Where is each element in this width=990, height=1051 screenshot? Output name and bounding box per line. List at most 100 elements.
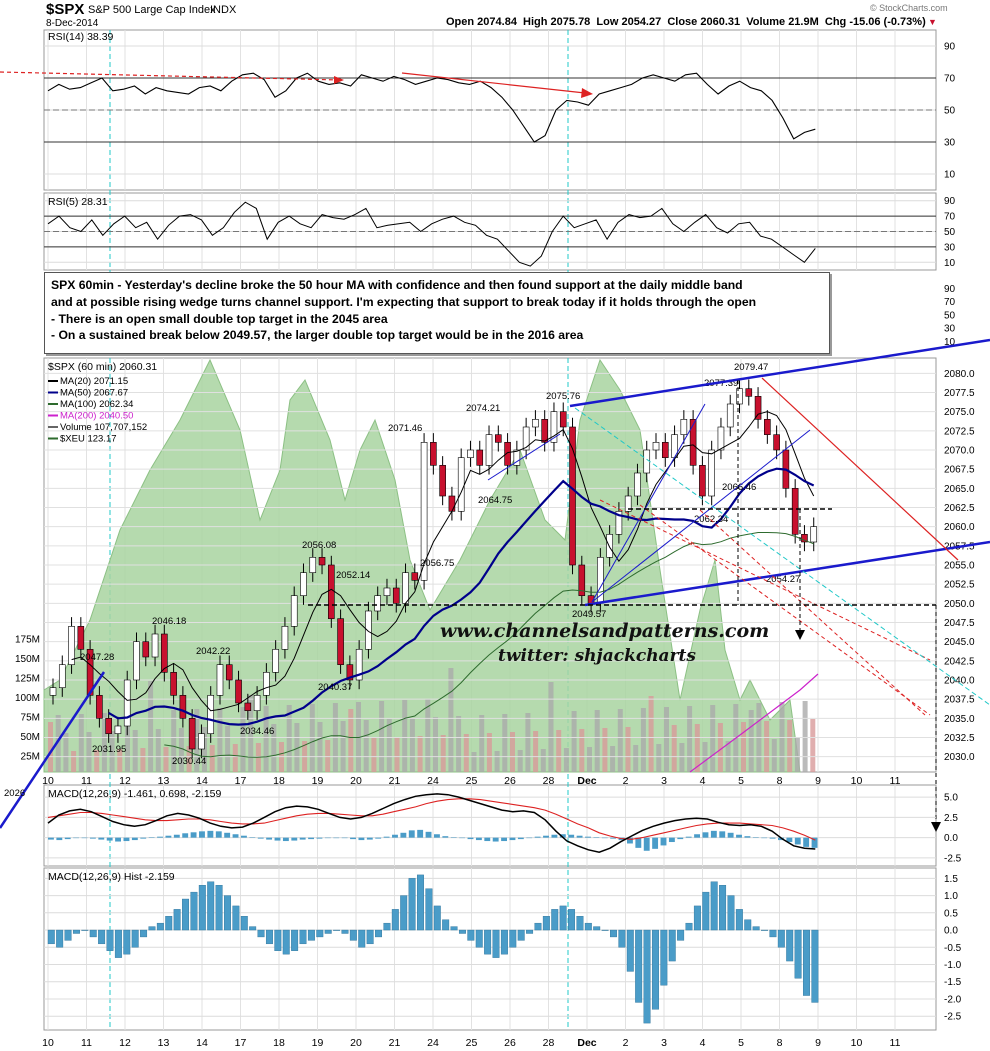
rsi-overlay-tick-label: 70 [944,297,956,308]
macd-hist-bar [106,837,113,841]
ohlc-readout: Open 2074.84 High 2075.78 Low 2054.27 Cl… [446,16,926,28]
candle-body [328,564,335,619]
macd-hist-bar [652,837,659,849]
candle-body [290,595,298,627]
x-tick-label: 25 [466,775,478,787]
macd-hist-bar [115,837,122,842]
candle-body [634,472,641,497]
price-annotation: 2074.21 [466,403,500,414]
rsi-overlay-tick-label: 50 [944,310,956,321]
hist-bar [794,929,802,979]
macd-hist-bar [484,837,491,842]
volume-bar [402,700,408,772]
volume-bar [117,749,123,772]
volume-bar [171,710,177,772]
macd-hist-bar [316,837,323,839]
price-annotation: 2064.75 [478,495,512,506]
candle-body [253,695,261,711]
hist-bar [64,929,72,941]
x-tick-label: 11 [890,1037,901,1049]
x-tick-label: Dec [577,1037,596,1049]
hist-bar [710,881,718,931]
x-tick-label: 3 [661,1037,667,1049]
price-tick-label: 2065.0 [944,484,975,495]
volume-bar [764,721,770,772]
volume-tick-label: 125M [15,674,40,685]
hist-bar [576,916,584,931]
hist-bar [282,929,290,955]
x-tick-label: 10 [851,1037,863,1049]
macd-tick-label: 5.0 [944,793,958,804]
candle-body [151,633,159,658]
volume-bar [517,750,523,772]
price-tick-label: 2042.5 [944,656,975,667]
volume-bar [717,723,723,772]
volume-bar [271,724,277,772]
volume-bar [425,699,431,772]
analysis-line-3: - There is an open small double top targ… [51,311,388,326]
x-tick-label: 9 [815,1037,821,1049]
rsi14-tick-label: 50 [944,106,956,117]
hist-bar [383,922,391,931]
macd-hist-bar [778,837,784,841]
candle-body [188,718,196,750]
price-annotation: 2075.76 [546,391,580,402]
hist-bar [693,905,701,931]
candle-body [86,649,94,696]
candle-body [346,664,354,681]
volume-bar [671,725,677,772]
price-tick-label: 2055.0 [944,561,975,572]
analysis-line-1: SPX 60min - Yesterday's decline broke th… [51,278,743,292]
candle-body [717,426,725,451]
hist-bar [559,905,567,931]
x-tick-label: 14 [196,1037,208,1049]
symbol: $SPX [46,1,85,18]
hist-bar [114,929,122,958]
candle-body [736,388,743,405]
volume-bar [155,729,161,772]
stockcharts-credit: © StockCharts.com [870,3,948,13]
volume-bar [448,668,454,772]
volume-bar [48,722,53,772]
wedge-line [591,429,811,603]
price-tick-label: 2032.5 [944,733,975,744]
hist-bar [81,929,89,931]
macd-hist-bar [98,837,105,840]
candle-body [272,649,279,673]
macd-hist-bar [610,837,617,839]
price-annotation: 2047.28 [80,652,114,663]
hist-tick-label: 0.0 [944,926,958,937]
macd-hist-bar [576,835,583,838]
macd-hist-bar [568,834,575,838]
ma20-line [71,411,815,712]
rsi5-tick-label: 90 [944,196,956,207]
candle-body [495,434,502,443]
x-tick-label: 19 [312,1037,324,1049]
ma50-line [108,467,815,726]
hist-bar [626,929,634,972]
hist-tick-label: 1.5 [944,874,958,885]
arrow-down-icon [795,630,805,640]
x-tick-label: 21 [389,1037,401,1049]
volume-bar [101,713,107,772]
hist-bar [316,929,324,938]
candle-body [355,649,363,681]
volume-bar [440,735,446,772]
volume-tick-label: 25M [21,752,40,763]
hist-bar [72,929,80,934]
watermark-site: www.channelsandpatterns.com [440,620,770,642]
price-annotation: 2071.46 [388,423,422,434]
macd-hist-bar [559,834,566,838]
volume-bar [248,695,254,772]
hist-bar [56,929,64,948]
candle-body [420,442,428,581]
hist-bar [618,929,626,948]
volume-bar [163,747,169,772]
volume-bar [178,728,184,772]
rsi14-tick-label: 30 [944,138,956,149]
lower-channel-line [584,540,990,607]
hist-bar [727,895,735,931]
macd-hist-bar [417,829,424,838]
red-arrow-icon [581,88,593,98]
hist-bar [761,929,769,931]
